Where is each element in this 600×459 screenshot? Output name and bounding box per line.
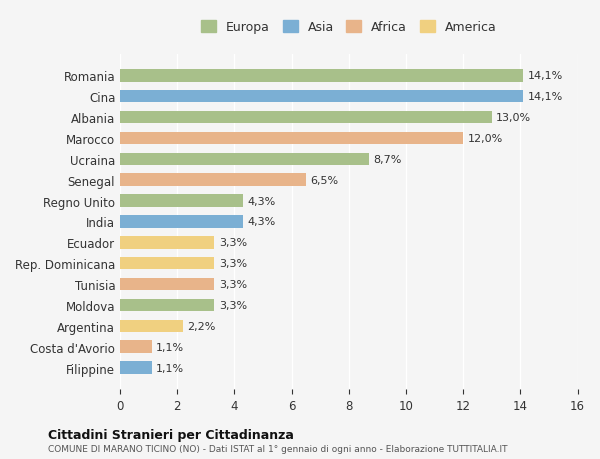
Text: 12,0%: 12,0% — [467, 134, 503, 144]
Text: 8,7%: 8,7% — [373, 155, 401, 164]
Bar — [120, 341, 152, 353]
Text: 2,2%: 2,2% — [187, 321, 215, 331]
Text: 3,3%: 3,3% — [219, 300, 247, 310]
Text: 1,1%: 1,1% — [156, 363, 184, 373]
Text: Cittadini Stranieri per Cittadinanza: Cittadini Stranieri per Cittadinanza — [48, 428, 294, 442]
Text: 3,3%: 3,3% — [219, 238, 247, 248]
Bar — [120, 195, 243, 207]
Text: 14,1%: 14,1% — [527, 71, 563, 81]
Text: 14,1%: 14,1% — [527, 92, 563, 102]
Bar — [120, 216, 243, 228]
Bar — [120, 257, 214, 270]
Bar — [120, 174, 306, 186]
Bar — [120, 278, 214, 291]
Text: 3,3%: 3,3% — [219, 280, 247, 290]
Text: 6,5%: 6,5% — [310, 175, 338, 185]
Bar — [120, 299, 214, 312]
Text: 3,3%: 3,3% — [219, 258, 247, 269]
Bar — [120, 112, 492, 124]
Bar — [120, 153, 369, 166]
Text: 4,3%: 4,3% — [247, 217, 275, 227]
Bar — [120, 236, 214, 249]
Bar — [120, 132, 463, 145]
Text: 13,0%: 13,0% — [496, 113, 531, 123]
Bar — [120, 70, 523, 82]
Bar — [120, 362, 152, 374]
Text: 4,3%: 4,3% — [247, 196, 275, 206]
Text: 1,1%: 1,1% — [156, 342, 184, 352]
Text: COMUNE DI MARANO TICINO (NO) - Dati ISTAT al 1° gennaio di ogni anno - Elaborazi: COMUNE DI MARANO TICINO (NO) - Dati ISTA… — [48, 444, 508, 453]
Bar — [120, 91, 523, 103]
Bar — [120, 320, 183, 332]
Legend: Europa, Asia, Africa, America: Europa, Asia, Africa, America — [197, 17, 500, 38]
